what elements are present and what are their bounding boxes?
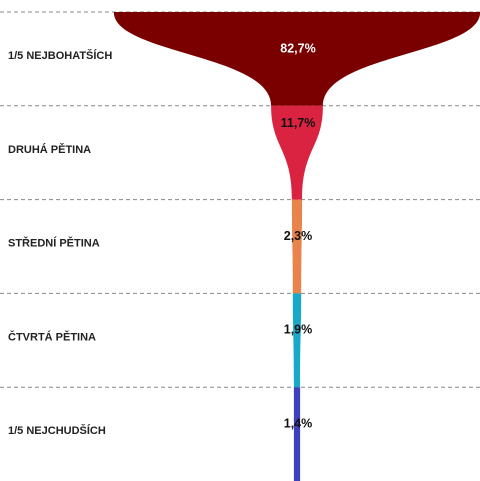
value-label: 11,7%	[281, 116, 316, 130]
category-label: 1/5 NEJBOHATŠÍCH	[8, 49, 112, 62]
funnel-segment	[271, 105, 323, 200]
value-label: 82,7%	[280, 41, 315, 55]
funnel-segment	[292, 293, 302, 388]
value-label: 1,4%	[284, 416, 313, 430]
value-label: 1,9%	[284, 323, 313, 337]
category-label: ČTVRTÁ PĚTINA	[8, 330, 96, 343]
category-label: 1/5 NEJCHUDŠÍCH	[8, 424, 106, 437]
category-label: STŘEDNÍ PĚTINA	[8, 237, 100, 250]
funnel-segment	[293, 387, 301, 481]
category-label: DRUHÁ PĚTINA	[8, 143, 91, 156]
funnel-segment	[291, 199, 303, 294]
value-label: 2,3%	[284, 229, 313, 243]
funnel-segment	[113, 12, 480, 106]
